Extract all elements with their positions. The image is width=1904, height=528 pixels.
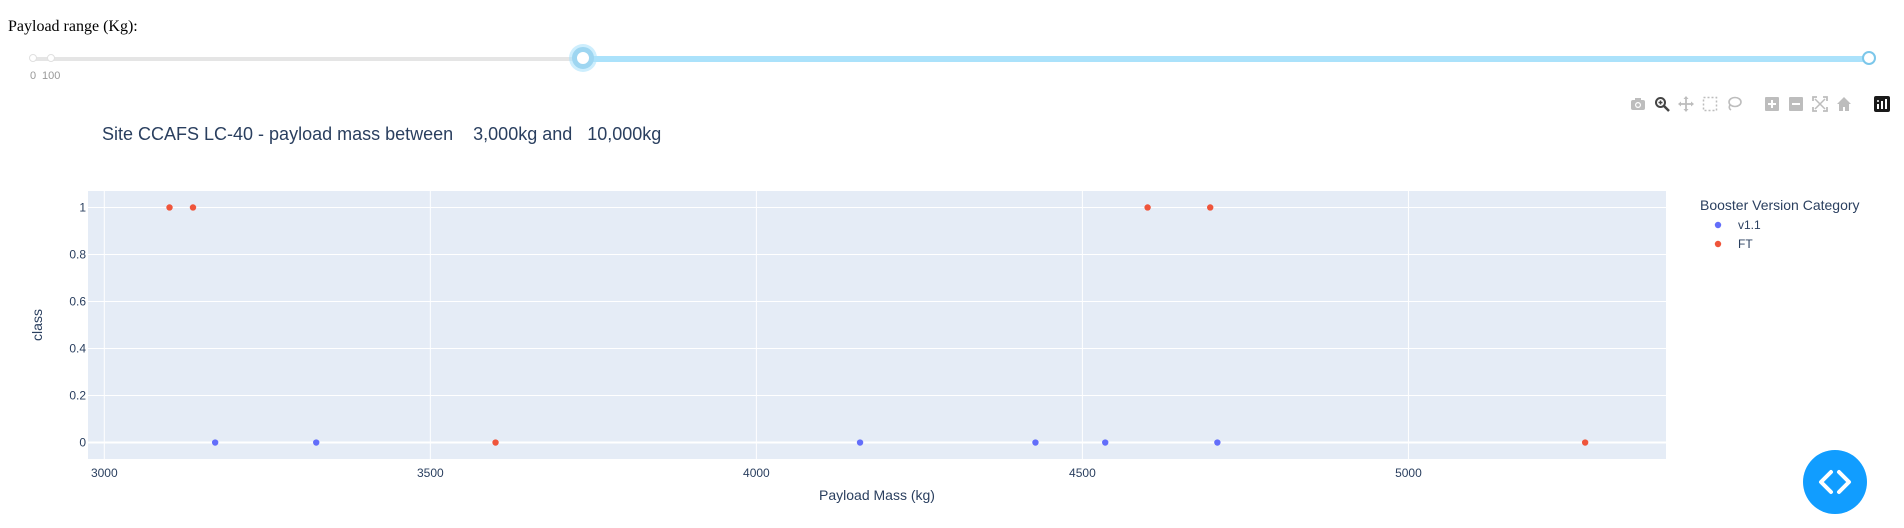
y-tick-label: 1 — [79, 200, 86, 214]
y-axis-label: class — [29, 309, 45, 341]
plotly-logo-icon[interactable] — [1872, 94, 1892, 114]
zoom-icon[interactable] — [1652, 94, 1672, 114]
pan-icon[interactable] — [1676, 94, 1696, 114]
x-axis-label: Payload Mass (kg) — [819, 487, 935, 503]
slider-mark-dot — [29, 54, 37, 62]
zoom-in-icon[interactable] — [1762, 94, 1782, 114]
data-point-FT — [1581, 439, 1589, 446]
data-point-v1.1 — [856, 439, 864, 446]
camera-icon[interactable] — [1628, 94, 1648, 114]
data-point-v1.1 — [1214, 439, 1221, 446]
autoscale-icon[interactable] — [1810, 94, 1830, 114]
legend-label-FT: FT — [1738, 237, 1753, 251]
y-tick-label: 0 — [79, 436, 86, 450]
data-point-FT — [166, 204, 173, 211]
reset-axes-icon[interactable] — [1834, 94, 1854, 114]
data-point-v1.1 — [1102, 439, 1109, 446]
y-tick-label: 0.2 — [69, 389, 86, 403]
data-point-v1.1 — [313, 439, 320, 446]
slider-lower-handle[interactable] — [572, 47, 594, 69]
x-tick-label: 5000 — [1395, 466, 1422, 480]
legend-label-v1.1: v1.1 — [1738, 218, 1761, 232]
box-select-icon[interactable] — [1700, 94, 1720, 114]
plot-area — [88, 191, 1666, 459]
modebar — [1628, 94, 1892, 114]
chart-title: Site CCAFS LC-40 - payload mass between … — [102, 124, 662, 144]
data-point-FT — [1144, 204, 1151, 211]
data-point-v1.1 — [211, 439, 219, 446]
legend-marker-FT — [1714, 240, 1722, 248]
data-point-FT — [189, 204, 197, 211]
slider-upper-handle[interactable] — [1862, 51, 1876, 65]
x-tick-label: 3000 — [91, 466, 118, 480]
legend-marker-v1.1 — [1714, 221, 1722, 229]
data-point-v1.1 — [1032, 439, 1039, 446]
lasso-select-icon[interactable] — [1724, 94, 1744, 114]
x-tick-label: 3500 — [417, 466, 444, 480]
slider-mark-label: 100 — [42, 70, 61, 82]
y-tick-label: 0.6 — [69, 294, 86, 308]
x-tick-label: 4000 — [743, 466, 770, 480]
y-tick-label: 0.8 — [69, 247, 86, 261]
slider-selected-track — [583, 56, 1870, 62]
payload-slider-label: Payload range (Kg): — [8, 18, 138, 35]
x-tick-label: 4500 — [1069, 466, 1096, 480]
code-toggle-button[interactable] — [1803, 450, 1867, 514]
data-point-FT — [1207, 204, 1214, 211]
data-point-FT — [492, 439, 499, 446]
slider-mark-dot — [47, 54, 55, 62]
code-brackets-icon — [1819, 470, 1851, 494]
y-tick-label: 0.4 — [69, 342, 86, 356]
zoom-out-icon[interactable] — [1786, 94, 1806, 114]
slider-mark-label: 0 — [30, 70, 37, 82]
legend-title: Booster Version Category — [1700, 197, 1860, 213]
